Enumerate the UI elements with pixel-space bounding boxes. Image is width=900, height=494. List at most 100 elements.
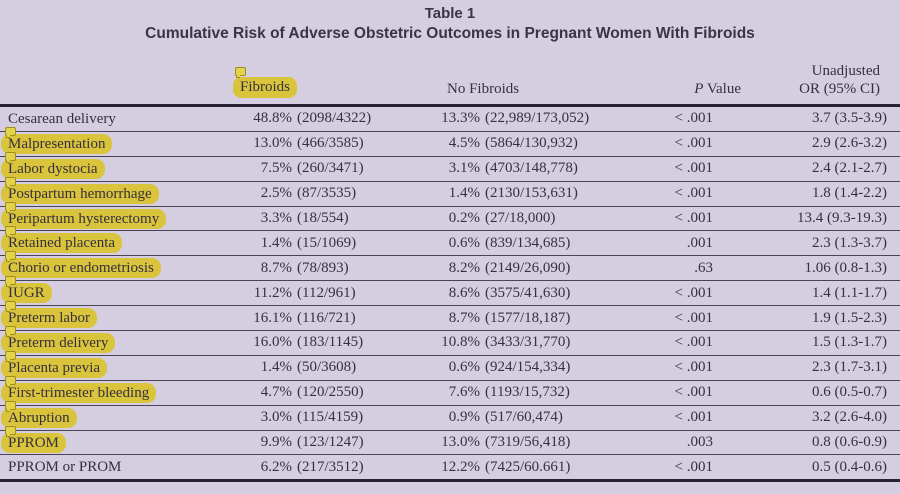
fibroids-percent: 3.3% xyxy=(260,210,292,226)
comment-marker-icon[interactable] xyxy=(5,126,16,138)
comment-marker-icon[interactable] xyxy=(5,201,16,213)
no-fibroids-percent: 1.4% xyxy=(448,185,480,202)
no-fibroids-percent: 8.7% xyxy=(448,309,480,326)
outcome-cell: Chorio or endometriosis xyxy=(0,251,225,281)
outcome-cell: First-trimester bleeding xyxy=(0,375,225,406)
outcome-label: PPROM xyxy=(1,432,66,453)
no-fibroids-percent: 0.9% xyxy=(448,409,480,426)
or-cell: 0.6 (0.5-0.7) xyxy=(715,379,900,406)
no-fibroids-cell: 0.6% (839/134,685) xyxy=(420,230,635,256)
or-cell: 3.7 (3.5-3.9) xyxy=(715,105,900,132)
or-cell: 3.2 (2.6-4.0) xyxy=(715,404,900,431)
no-fibroids-fraction: (3433/31,770) xyxy=(485,334,571,351)
no-fibroids-percent: 8.2% xyxy=(448,259,480,276)
comment-marker-icon[interactable] xyxy=(5,151,16,163)
no-fibroids-fraction: (22,989/173,052) xyxy=(485,110,590,127)
outcome-label: IUGR xyxy=(1,283,52,304)
no-fibroids-cell: 4.5% (5864/130,932) xyxy=(420,130,635,157)
header-p-value: P Value xyxy=(635,62,741,106)
outcome-label: Abruption xyxy=(1,407,77,428)
or-header-line2: OR (95% CI) xyxy=(799,81,880,97)
no-fibroids-percent: 8.6% xyxy=(448,284,480,301)
no-fibroids-percent: 10.8% xyxy=(441,334,480,351)
fibroids-percent: 11.2% xyxy=(253,284,292,301)
or-cell: 1.9 (1.5-2.3) xyxy=(715,305,900,331)
no-fibroids-percent: 0.2% xyxy=(448,210,480,226)
fibroids-fraction: (115/4159) xyxy=(297,409,364,426)
fibroids-cell: 6.2% (217/3512) xyxy=(225,454,420,481)
comment-marker-icon[interactable] xyxy=(5,176,16,188)
comment-marker-icon[interactable] xyxy=(5,301,16,313)
no-fibroids-fraction: (839/134,685) xyxy=(485,234,571,251)
fibroids-fraction: (50/3608) xyxy=(297,359,357,376)
comment-marker-icon[interactable] xyxy=(5,276,16,288)
fibroids-fraction: (120/2550) xyxy=(297,384,364,401)
p-value-cell: < .001 xyxy=(635,155,715,182)
or-cell: 2.9 (2.6-3.2) xyxy=(715,130,900,157)
fibroids-cell: 3.3% (18/554) xyxy=(225,205,420,231)
no-fibroids-percent: 0.6% xyxy=(448,234,480,251)
no-fibroids-percent: 13.3% xyxy=(441,110,480,127)
outcome-label: Chorio or endometriosis xyxy=(1,258,161,279)
fibroids-fraction: (217/3512) xyxy=(297,458,364,475)
no-fibroids-fraction: (7425/60.661) xyxy=(485,458,571,475)
or-cell: 0.8 (0.6-0.9) xyxy=(715,429,900,455)
no-fibroids-percent: 12.2% xyxy=(441,458,480,475)
no-fibroids-percent: 7.6% xyxy=(448,384,480,401)
outcome-label: First-trimester bleeding xyxy=(1,382,157,403)
outcome-cell: Preterm labor xyxy=(0,301,225,331)
comment-marker-icon[interactable] xyxy=(235,67,246,78)
comment-marker-icon[interactable] xyxy=(5,226,16,238)
no-fibroids-cell: 8.6% (3575/41,630) xyxy=(420,280,635,306)
comment-marker-icon[interactable] xyxy=(5,350,16,362)
outcome-cell: Labor dystocia xyxy=(0,151,225,182)
table-row: Malpresentation 13.0% (466/3585) 4.5% (586… xyxy=(0,126,900,157)
comment-marker-icon[interactable] xyxy=(5,375,16,387)
outcomes-table: Fibroids No Fibroids P Value Unadjusted … xyxy=(0,62,900,482)
table-title: Cumulative Risk of Adverse Obstetric Out… xyxy=(145,25,755,42)
no-fibroids-cell: 13.0% (7319/56,418) xyxy=(420,429,635,455)
p-value-cell: < .001 xyxy=(635,305,715,331)
fibroids-cell: 4.7% (120/2550) xyxy=(225,379,420,406)
outcome-label: PPROM or PROM xyxy=(8,459,122,476)
comment-marker-icon[interactable] xyxy=(5,251,16,263)
no-fibroids-fraction: (924/154,334) xyxy=(485,359,571,376)
fibroids-cell: 16.0% (183/1145) xyxy=(225,330,420,356)
p-value-cell: < .001 xyxy=(635,379,715,406)
p-value-cell: < .001 xyxy=(635,105,715,132)
no-fibroids-cell: 8.7% (1577/18,187) xyxy=(420,305,635,331)
fibroids-percent: 8.7% xyxy=(260,259,292,276)
table-number: Table 1 xyxy=(424,5,476,22)
comment-marker-icon[interactable] xyxy=(5,425,16,437)
table-row: IUGR 11.2% (112/961) 8.6% (3575/41,630) < … xyxy=(0,276,900,306)
fibroids-percent: 9.9% xyxy=(260,434,292,451)
p-value-cell: < .001 xyxy=(635,280,715,306)
fibroids-cell: 11.2% (112/961) xyxy=(225,280,420,306)
header-fibroids: Fibroids xyxy=(225,62,420,106)
no-fibroids-fraction: (7319/56,418) xyxy=(485,434,571,451)
or-cell: 2.3 (1.3-3.7) xyxy=(715,230,900,256)
or-cell: 13.4 (9.3-19.3) xyxy=(715,205,900,231)
outcome-label: Retained placenta xyxy=(1,233,123,254)
no-fibroids-cell: 12.2% (7425/60.661) xyxy=(420,454,635,481)
no-fibroids-cell: 0.9% (517/60,474) xyxy=(420,404,635,431)
comment-marker-icon[interactable] xyxy=(5,400,16,412)
table-row: Postpartum hemorrhage 2.5% (87/3535) 1.4%… xyxy=(0,176,900,207)
no-fibroids-percent: 3.1% xyxy=(448,160,480,177)
header-outcome xyxy=(0,62,225,106)
outcome-cell: Cesarean delivery xyxy=(0,105,225,132)
no-fibroids-cell: 10.8% (3433/31,770) xyxy=(420,330,635,356)
comment-marker-icon[interactable] xyxy=(5,326,16,338)
header-no-fibroids: No Fibroids xyxy=(447,81,520,97)
p-italic: P xyxy=(694,81,704,97)
table-row: First-trimester bleeding 4.7% (120/2550) … xyxy=(0,375,900,406)
p-value-cell: < .001 xyxy=(635,205,715,231)
outcome-cell: Retained placenta xyxy=(0,226,225,256)
p-rest: Value xyxy=(706,81,741,97)
outcome-cell: Abruption xyxy=(0,400,225,431)
outcome-label: Peripartum hysterectomy xyxy=(1,208,167,229)
fibroids-percent: 7.5% xyxy=(260,160,292,177)
outcome-cell: IUGR xyxy=(0,276,225,306)
fibroids-cell: 48.8% (2098/4322) xyxy=(225,105,420,132)
no-fibroids-cell: 3.1% (4703/148,778) xyxy=(420,155,635,182)
